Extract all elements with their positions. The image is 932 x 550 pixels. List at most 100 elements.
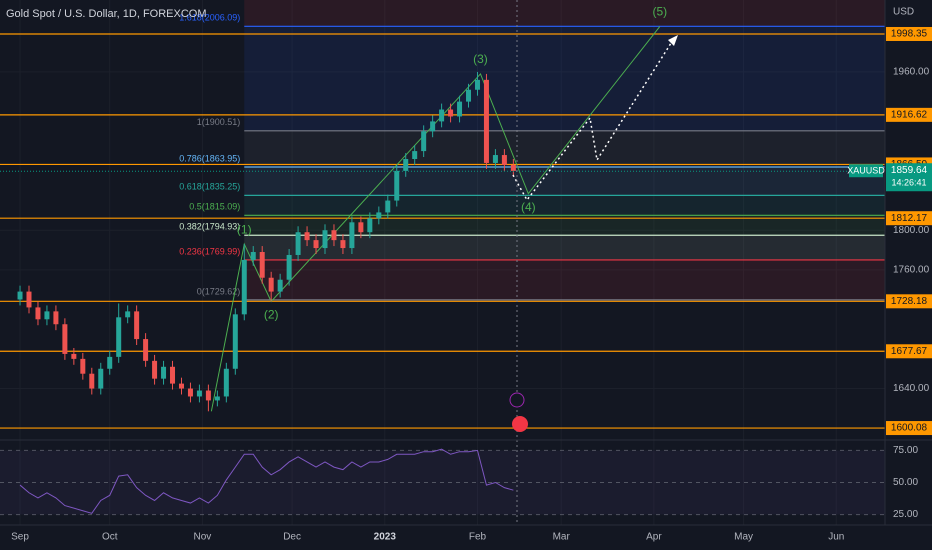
price-label: 1859.64 xyxy=(891,165,928,176)
candle-body xyxy=(161,366,167,379)
candle-body xyxy=(340,240,346,249)
candle-body xyxy=(448,109,454,117)
candle-body xyxy=(492,155,498,163)
level-tag xyxy=(886,211,932,226)
candle-body xyxy=(125,311,131,318)
candle-body xyxy=(367,218,373,233)
candle-body xyxy=(71,353,77,359)
candle-body xyxy=(304,232,310,241)
candle-body xyxy=(349,222,355,249)
candle-body xyxy=(187,388,193,397)
level-tag xyxy=(886,26,932,41)
x-tick-label: Oct xyxy=(102,532,118,543)
fib-label: 1(1900.51) xyxy=(197,117,241,127)
fib-label: 0.786(1863.95) xyxy=(179,153,240,163)
wave-label: (5) xyxy=(653,5,668,19)
candle-body xyxy=(510,164,516,171)
wave-label: (4) xyxy=(521,200,536,214)
x-tick-label: Sep xyxy=(11,532,29,543)
candle-body xyxy=(483,79,489,163)
candle-body xyxy=(501,155,507,165)
fib-label: 0.5(1815.09) xyxy=(189,202,240,212)
flag-icon xyxy=(512,416,528,432)
candle-body xyxy=(474,79,480,90)
wave-line xyxy=(210,26,661,412)
x-tick-label: Dec xyxy=(283,532,301,543)
x-tick-label: Nov xyxy=(194,532,212,543)
candle-body xyxy=(205,390,211,401)
candle-body xyxy=(313,240,319,249)
event-icon xyxy=(509,392,525,408)
y-tick-label: 1960.00 xyxy=(893,67,930,78)
candle-body xyxy=(412,151,418,160)
level-label: 1600.08 xyxy=(891,423,928,434)
chart-title: Gold Spot / U.S. Dollar, 1D, FOREXCOM xyxy=(6,8,207,20)
currency: USD xyxy=(893,7,914,18)
wave-label: (2) xyxy=(264,308,279,322)
candle-body xyxy=(295,232,301,255)
candle-body xyxy=(178,383,184,389)
candle-body xyxy=(62,324,68,354)
candle-body xyxy=(134,311,140,340)
price-tag xyxy=(886,163,932,192)
candle-body xyxy=(116,317,122,357)
rsi-tick-label: 50.00 xyxy=(893,477,918,488)
x-tick-label: 2023 xyxy=(374,532,397,543)
level-label: 1998.35 xyxy=(891,29,928,40)
fib-zone xyxy=(244,259,885,300)
fib-label: 0.618(1835.25) xyxy=(179,182,240,192)
fib-zone xyxy=(244,215,885,236)
y-tick-label: 1800.00 xyxy=(893,225,930,236)
rsi-line xyxy=(19,448,514,514)
wave-label: (1) xyxy=(237,222,252,236)
candle-body xyxy=(214,396,220,401)
x-tick-label: Mar xyxy=(553,532,571,543)
level-label: 1812.17 xyxy=(891,213,928,224)
candle-body xyxy=(17,291,23,300)
candle-body xyxy=(152,360,158,379)
candle-body xyxy=(26,291,32,308)
candle-body xyxy=(232,314,238,369)
symbol-tag xyxy=(849,164,883,178)
level-label: 1916.62 xyxy=(891,109,928,120)
candle-body xyxy=(143,339,149,361)
projection-arrow xyxy=(668,35,678,46)
x-tick-label: Feb xyxy=(469,532,487,543)
candle-body xyxy=(376,212,382,219)
level-tag xyxy=(886,107,932,122)
y-tick-label: 1640.00 xyxy=(893,383,930,394)
countdown: 14:26:41 xyxy=(891,178,926,188)
level-tag xyxy=(886,294,932,309)
fib-label: 0(1729.62) xyxy=(197,286,241,296)
candle-body xyxy=(107,356,113,369)
candle-body xyxy=(277,279,283,292)
rsi-tick-label: 25.00 xyxy=(893,509,918,520)
rsi-tick-label: 75.00 xyxy=(893,445,918,456)
candle-body xyxy=(385,200,391,213)
candle-body xyxy=(241,259,247,315)
candle-body xyxy=(322,230,328,249)
candle-body xyxy=(89,373,95,389)
fib-zone xyxy=(244,130,885,167)
fib-label: 0.236(1769.99) xyxy=(179,246,240,256)
candle-body xyxy=(80,358,86,374)
candle-body xyxy=(268,277,274,292)
candle-body xyxy=(35,307,41,320)
fib-label: 0.382(1794.93) xyxy=(179,222,240,232)
candle-body xyxy=(394,170,400,201)
candle-body xyxy=(196,390,202,397)
wave-label: (3) xyxy=(473,52,488,66)
fib-zone xyxy=(244,26,885,131)
candle-body xyxy=(403,159,409,171)
projection xyxy=(512,39,674,202)
candle-body xyxy=(259,252,265,278)
candle-body xyxy=(457,101,463,117)
level-label: 1728.18 xyxy=(891,296,928,307)
fib-zone xyxy=(244,0,885,27)
level-tag xyxy=(886,421,932,436)
fib-zone xyxy=(244,235,885,260)
candle-body xyxy=(250,252,256,260)
